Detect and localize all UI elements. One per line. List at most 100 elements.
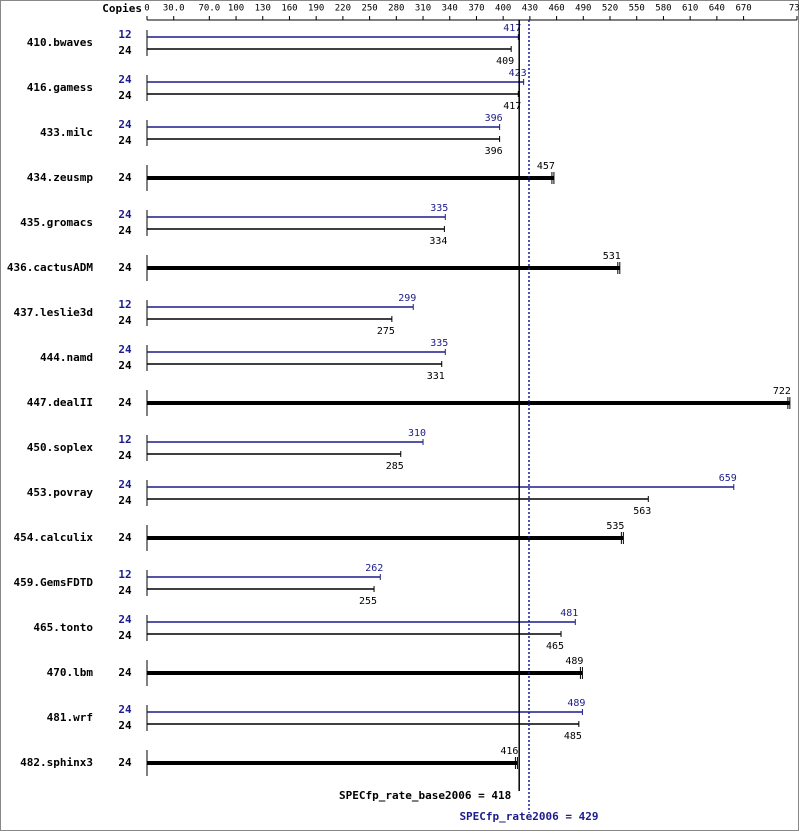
base-value: 285 <box>386 461 404 472</box>
peak-value: 335 <box>430 203 448 214</box>
x-tick-label: 190 <box>308 4 324 14</box>
copies-base: 24 <box>118 584 132 597</box>
x-tick-label: 610 <box>682 4 698 14</box>
base-value: 465 <box>546 641 564 652</box>
copies-peak: 24 <box>118 613 132 626</box>
copies-base: 24 <box>118 494 132 507</box>
copies-header: Copies <box>102 2 142 15</box>
reference-label: SPECfp_rate_base2006 = 418 <box>339 789 511 802</box>
peak-value: 417 <box>503 23 521 34</box>
copies-peak: 24 <box>118 118 132 131</box>
benchmark-label: 459.GemsFDTD <box>14 576 94 589</box>
x-tick-label: 0 <box>144 4 149 14</box>
base-value: 396 <box>485 146 503 157</box>
copies-peak: 24 <box>118 478 132 491</box>
benchmark-label: 470.lbm <box>47 666 94 679</box>
copies-base: 24 <box>118 629 132 642</box>
base-value: 722 <box>773 386 791 397</box>
x-tick-label: 100 <box>228 4 244 14</box>
base-value: 417 <box>503 101 521 112</box>
copies-base: 24 <box>118 531 132 544</box>
copies-base: 24 <box>118 396 132 409</box>
x-tick-label: 580 <box>655 4 671 14</box>
base-value: 331 <box>427 371 445 382</box>
copies-base: 24 <box>118 171 132 184</box>
copies-peak: 24 <box>118 343 132 356</box>
base-value: 489 <box>565 656 583 667</box>
base-value: 531 <box>603 251 621 262</box>
base-value: 409 <box>496 56 514 67</box>
copies-base: 24 <box>118 449 132 462</box>
benchmark-label: 434.zeusmp <box>27 171 94 184</box>
x-tick-label: 490 <box>575 4 591 14</box>
benchmark-label: 447.dealII <box>27 396 93 409</box>
copies-base: 24 <box>118 89 132 102</box>
benchmark-label: 481.wrf <box>47 711 93 724</box>
base-value: 275 <box>377 326 395 337</box>
x-tick-label: 280 <box>388 4 404 14</box>
benchmark-label: 410.bwaves <box>27 36 93 49</box>
copies-base: 24 <box>118 44 132 57</box>
copies-base: 24 <box>118 756 132 769</box>
x-tick-label: 30.0 <box>163 4 185 14</box>
copies-base: 24 <box>118 359 132 372</box>
x-tick-label: 220 <box>335 4 351 14</box>
x-tick-label: 520 <box>602 4 618 14</box>
x-tick-label: 730 <box>789 4 799 14</box>
peak-value: 423 <box>509 68 527 79</box>
benchmark-label: 465.tonto <box>33 621 93 634</box>
x-tick-label: 340 <box>442 4 458 14</box>
copies-peak: 12 <box>118 433 131 446</box>
copies-peak: 12 <box>118 568 131 581</box>
x-tick-label: 160 <box>281 4 297 14</box>
x-tick-label: 130 <box>255 4 271 14</box>
benchmark-label: 435.gromacs <box>20 216 93 229</box>
x-tick-label: 70.0 <box>198 4 220 14</box>
copies-peak: 12 <box>118 298 131 311</box>
copies-peak: 24 <box>118 73 132 86</box>
peak-value: 335 <box>430 338 448 349</box>
base-value: 563 <box>633 506 651 517</box>
copies-peak: 24 <box>118 703 132 716</box>
copies-base: 24 <box>118 666 132 679</box>
x-tick-label: 430 <box>522 4 538 14</box>
benchmark-label: 437.leslie3d <box>14 306 93 319</box>
peak-value: 659 <box>719 473 737 484</box>
benchmark-label: 450.soplex <box>27 441 94 454</box>
copies-base: 24 <box>118 224 132 237</box>
x-tick-label: 250 <box>361 4 377 14</box>
peak-value: 489 <box>567 698 585 709</box>
benchmark-label: 453.povray <box>27 486 94 499</box>
base-value: 255 <box>359 596 377 607</box>
x-tick-label: 460 <box>548 4 564 14</box>
copies-base: 24 <box>118 719 132 732</box>
peak-value: 310 <box>408 428 426 439</box>
benchmark-label: 444.namd <box>40 351 93 364</box>
base-value: 535 <box>606 521 624 532</box>
copies-peak: 12 <box>118 28 131 41</box>
peak-value: 262 <box>365 563 383 574</box>
x-tick-label: 670 <box>735 4 751 14</box>
x-tick-label: 400 <box>495 4 511 14</box>
benchmark-label: 416.gamess <box>27 81 93 94</box>
copies-peak: 24 <box>118 208 132 221</box>
copies-base: 24 <box>118 261 132 274</box>
x-tick-label: 310 <box>415 4 431 14</box>
x-tick-label: 550 <box>629 4 645 14</box>
copies-base: 24 <box>118 134 132 147</box>
x-tick-label: 640 <box>709 4 725 14</box>
base-value: 416 <box>500 746 518 757</box>
x-tick-label: 370 <box>468 4 484 14</box>
benchmark-label: 482.sphinx3 <box>20 756 93 769</box>
reference-label: SPECfp_rate2006 = 429 <box>459 810 598 823</box>
base-value: 457 <box>537 161 555 172</box>
benchmark-label: 433.milc <box>40 126 93 139</box>
peak-value: 481 <box>560 608 578 619</box>
base-value: 334 <box>429 236 447 247</box>
peak-value: 396 <box>485 113 503 124</box>
benchmark-label: 436.cactusADM <box>7 261 93 274</box>
peak-value: 299 <box>398 293 416 304</box>
base-value: 485 <box>564 731 582 742</box>
copies-base: 24 <box>118 314 132 327</box>
